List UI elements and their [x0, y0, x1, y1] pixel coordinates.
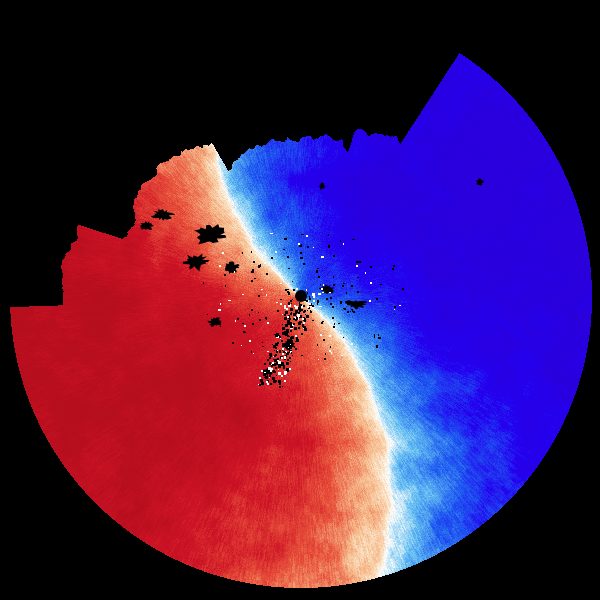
radar-velocity-ppi-canvas: [0, 0, 600, 600]
radar-display: Doppler Radar Radial Velocity PPI veloci…: [0, 0, 600, 600]
